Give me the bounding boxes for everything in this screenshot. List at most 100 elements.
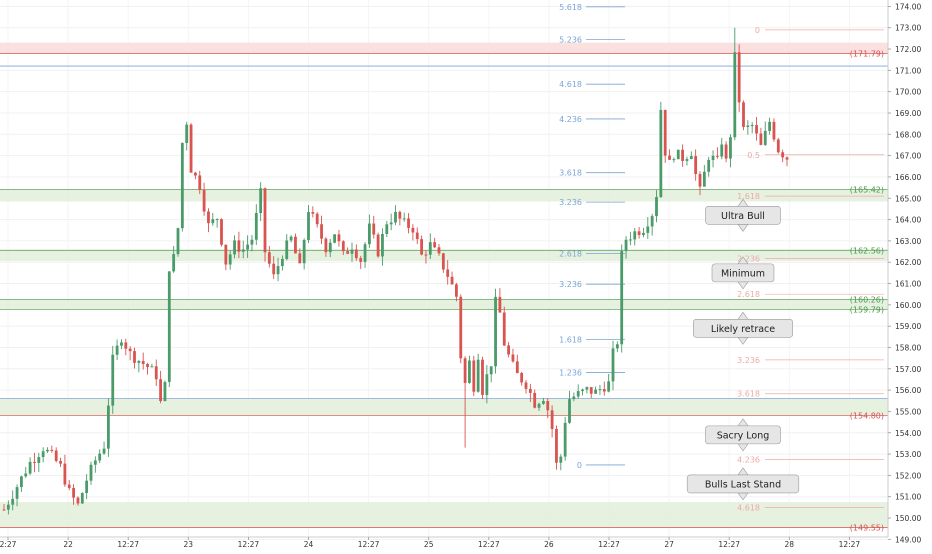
candle-down (411, 227, 415, 233)
level-label: (162.56) (850, 246, 884, 255)
candle-down (207, 211, 210, 224)
candle-down (311, 212, 315, 214)
candle-up (89, 464, 93, 481)
candle-down (450, 276, 454, 285)
fib-label-blue: 3.618 (559, 169, 582, 178)
candle-up (246, 244, 249, 250)
candle-up (689, 156, 693, 160)
y-tick-label: 173.00 (895, 24, 921, 33)
fib-label-blue: 5.236 (559, 36, 582, 45)
x-tick-label: 2:27 (0, 540, 17, 549)
candle-down (398, 211, 402, 219)
y-tick-label: 154.00 (895, 429, 921, 438)
candle-up (46, 449, 49, 452)
y-tick-label: 169.00 (895, 109, 921, 118)
candle-down (742, 102, 745, 127)
callout-box (686, 474, 800, 494)
callout-layer: Ultra Bull Minimum Likely retrace Sacry Lon… (686, 198, 800, 501)
level-label-layer: (171.79) (165.42) (162.56) (160.26)(159.79)… (850, 50, 884, 533)
candle-down (502, 312, 506, 346)
candle-up (729, 137, 732, 159)
candle-down (515, 361, 519, 374)
y-tick-label: 163.00 (895, 237, 921, 246)
fib-label-pink: 0.5 (747, 151, 760, 160)
candle-up (20, 476, 23, 488)
candle-up (111, 354, 115, 406)
candle-up (594, 389, 597, 394)
candle-up (241, 249, 245, 252)
price-zone (0, 502, 888, 528)
candle-down (372, 223, 376, 235)
candle-down (341, 241, 345, 252)
candle-up (750, 125, 754, 127)
fib-label-blue: 1.236 (559, 368, 582, 377)
candle-down (724, 144, 728, 159)
candle-up (137, 360, 141, 363)
fib-label-blue: 4.618 (559, 80, 582, 89)
candle-up (254, 213, 258, 240)
y-tick-label: 158.00 (895, 343, 921, 352)
candle-down (550, 410, 554, 429)
candle-up (607, 381, 611, 392)
candle-up (629, 239, 632, 241)
x-tick-label: 12:27 (839, 540, 861, 549)
fib-label-blue: 3.236 (559, 198, 582, 207)
candle-down (237, 240, 241, 252)
fib-label-blue: 2.618 (559, 249, 582, 258)
candle-down (776, 139, 780, 153)
candle-up (633, 231, 637, 240)
y-tick-label: 162.00 (895, 258, 921, 267)
fib-label-pink: 3.236 (737, 356, 760, 365)
y-tick-label: 174.00 (895, 2, 921, 11)
candle-down (324, 238, 328, 253)
candle-up (659, 109, 663, 198)
fib-label-pink: 4.236 (737, 455, 760, 464)
candle-up (28, 461, 32, 474)
candle-up (563, 422, 567, 457)
y-tick-label: 150.00 (895, 514, 921, 523)
level-label: (165.42) (850, 185, 884, 194)
callout-label: Sacry Long (717, 430, 770, 441)
candle-down (267, 252, 271, 264)
candle-down (716, 155, 719, 157)
y-tick-label: 168.00 (895, 130, 921, 139)
candle-up (763, 130, 767, 145)
candle-up (720, 144, 724, 157)
candle-down (141, 360, 145, 364)
candle-up (576, 391, 580, 397)
candle-down (59, 460, 62, 464)
candle-down (524, 382, 528, 389)
candle-down (455, 284, 458, 297)
candle-up (702, 171, 706, 187)
candle-up (428, 242, 432, 255)
candle-down (359, 258, 363, 262)
price-zone (0, 42, 888, 54)
candle-down (546, 401, 550, 411)
candle-down (555, 428, 558, 463)
candle-down (376, 234, 380, 257)
candle-up (350, 249, 354, 254)
candle-up (150, 366, 154, 368)
callout-box (692, 318, 793, 338)
candle-down (146, 363, 149, 368)
candle-up (80, 493, 84, 504)
candle-down (54, 450, 58, 461)
candle-up (394, 211, 397, 223)
candle-down (520, 373, 524, 383)
y-tick-label: 167.00 (895, 152, 921, 161)
candle-up (655, 197, 658, 217)
y-tick-label: 170.00 (895, 88, 921, 97)
candle-up (733, 52, 737, 138)
candle-down (481, 359, 484, 395)
candle-up (650, 216, 654, 227)
candle-up (211, 219, 215, 224)
candle-up (572, 396, 576, 400)
level-label: (154.80) (850, 412, 884, 421)
x-tick-label: 12:27 (598, 540, 620, 549)
candle-up (24, 473, 28, 477)
x-tick-label: 25 (424, 540, 434, 549)
candle-down (602, 389, 606, 392)
candle-down (446, 269, 450, 277)
candle-down (124, 342, 128, 349)
